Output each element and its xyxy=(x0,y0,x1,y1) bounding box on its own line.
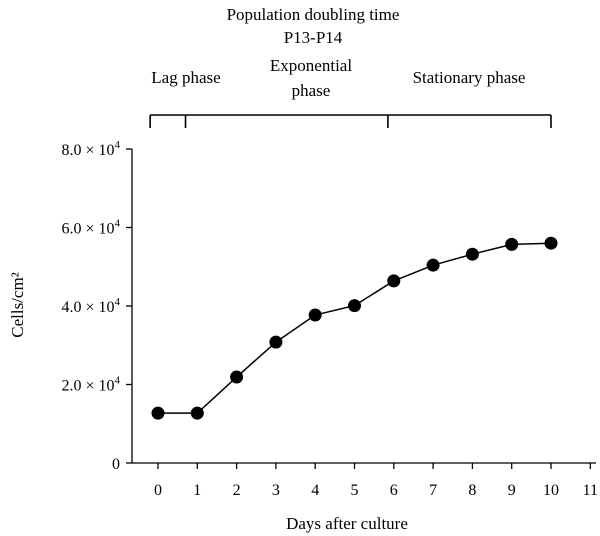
data-point xyxy=(190,406,204,420)
x-tick-label: 3 xyxy=(272,482,280,499)
y-axis-label: Cells/cm² xyxy=(8,272,27,338)
phase-label: Lag phase xyxy=(151,68,220,87)
data-point xyxy=(230,370,244,384)
x-tick-label: 0 xyxy=(154,482,162,499)
data-point xyxy=(505,237,519,251)
phase-label: Exponential xyxy=(270,56,352,75)
chart-subtitle: P13-P14 xyxy=(284,28,343,47)
x-tick-label: 5 xyxy=(351,482,359,499)
x-tick-label: 4 xyxy=(311,482,319,499)
x-tick-label: 7 xyxy=(429,482,437,499)
phase-label: Stationary phase xyxy=(413,68,526,87)
y-tick-label: 8.0 × 104 xyxy=(61,139,120,159)
axes: 0 2.0 × 104 4.0 × 104 6.0 × 104 8.0 × 104 0 1 2… xyxy=(61,139,598,499)
y-tick-label: 6.0 × 104 xyxy=(61,218,120,238)
chart-title: Population doubling time xyxy=(227,5,400,24)
x-tick-label: 6 xyxy=(390,482,398,499)
data-point xyxy=(269,335,283,349)
y-tick-label: 2.0 × 104 xyxy=(61,375,120,395)
data-point xyxy=(544,236,558,250)
data-point xyxy=(308,308,322,322)
y-tick-label: 0 xyxy=(112,456,120,473)
x-tick-label: 1 xyxy=(193,482,201,499)
data-point xyxy=(426,258,440,272)
data-series xyxy=(151,236,558,420)
x-tick-label: 11 xyxy=(583,482,598,499)
data-point xyxy=(387,274,401,288)
phase-brackets: Lag phase Exponential phase Stationary phas… xyxy=(149,56,552,128)
x-axis-label: Days after culture xyxy=(286,514,408,533)
x-tick-label: 2 xyxy=(233,482,241,499)
y-tick-label: 4.0 × 104 xyxy=(61,296,120,316)
phase-label: phase xyxy=(292,81,331,100)
x-tick-label: 10 xyxy=(543,482,559,499)
x-tick-label: 8 xyxy=(468,482,476,499)
series-line xyxy=(158,242,552,414)
data-point xyxy=(465,247,479,261)
data-point xyxy=(151,406,165,420)
x-tick-label: 9 xyxy=(508,482,516,499)
data-point xyxy=(348,299,361,313)
